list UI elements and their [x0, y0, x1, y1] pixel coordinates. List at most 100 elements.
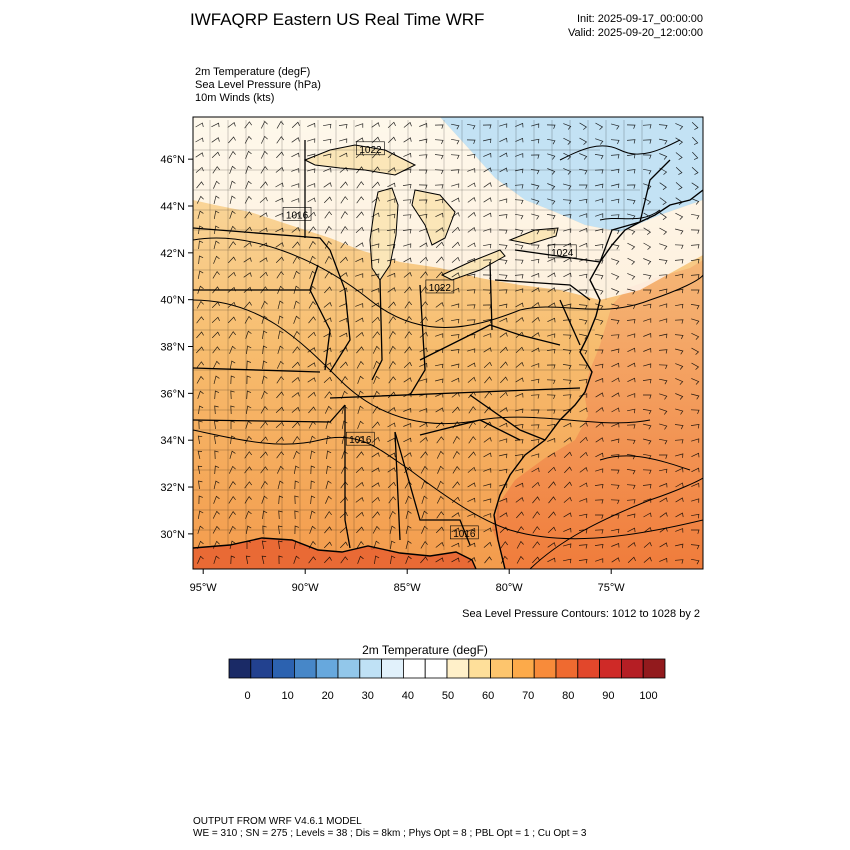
wind-barb [310, 450, 316, 460]
wind-barb [626, 484, 636, 490]
wind-barb [387, 167, 396, 173]
wind-barb [675, 197, 683, 205]
wind-barb [610, 229, 620, 235]
wind-barb [611, 303, 620, 310]
colorbar-swatch [446, 658, 470, 679]
wind-barb [196, 331, 204, 339]
wind-barb [675, 482, 684, 488]
wind-barb [643, 197, 652, 205]
wind-barb [659, 227, 668, 235]
wind-barb [468, 451, 476, 459]
wind-barb [339, 347, 348, 353]
wind-barb [595, 333, 604, 340]
wind-barb [228, 525, 236, 534]
wind-barb [531, 316, 540, 323]
wind-barb [452, 406, 460, 414]
wind-barb [213, 240, 220, 249]
wind-barb [451, 183, 460, 188]
wind-barb [451, 256, 460, 263]
wind-barb [307, 168, 316, 173]
wind-barb [420, 271, 428, 279]
wind-barb [579, 273, 588, 279]
wind-barb [198, 255, 204, 265]
wind-barb [403, 257, 412, 263]
wind-barb [675, 363, 684, 370]
pressure-label-box [547, 244, 577, 259]
latitude-axis: 30°N 32°N 34°N 36°N 38°N 40°N 42°N 44°N 46°N [160, 154, 193, 541]
wind-barb [308, 406, 316, 414]
wind-barb [562, 364, 572, 370]
wind-barb [372, 166, 380, 174]
wind-barb [595, 452, 604, 458]
wind-barb [499, 182, 508, 188]
wind-barb [355, 331, 364, 338]
wind-barb [309, 270, 316, 279]
wind-barb [546, 379, 556, 385]
colorbar: 0 10 20 30 40 50 60 70 80 90 100 [228, 658, 666, 702]
colorbar-label: 20 [322, 690, 334, 702]
lake-huron [411, 189, 456, 246]
wind-barb [467, 257, 476, 263]
wind-barb [690, 229, 700, 234]
wind-barb [690, 544, 700, 550]
wind-barb [626, 304, 636, 310]
wind-barb [197, 510, 204, 519]
wind-barb [261, 315, 268, 324]
wind-barb [277, 480, 284, 489]
wind-barb [307, 362, 316, 368]
wind-barb [547, 257, 556, 263]
wind-barb [292, 421, 300, 429]
wind-barb [482, 289, 492, 295]
wind-barb [228, 150, 236, 159]
wind-barb [323, 362, 332, 368]
wind-barb [691, 332, 700, 340]
lon-tick-label: 90°W [292, 582, 320, 594]
wind-barb [578, 529, 588, 534]
wind-barb [610, 469, 620, 474]
wind-barb [467, 497, 476, 503]
wind-barb [451, 197, 460, 203]
wind-barb [275, 406, 284, 414]
wind-barb [291, 152, 300, 158]
wind-barb [563, 183, 572, 190]
wind-barb [403, 137, 412, 143]
colorbar-label: 90 [602, 690, 614, 702]
wind-barb [388, 360, 396, 369]
wind-barb [230, 555, 236, 565]
wind-barb [579, 407, 588, 413]
lat-tick-label: 36°N [160, 388, 185, 400]
wind-barb [532, 541, 540, 549]
wind-barb [229, 450, 236, 459]
pressure-label-box [450, 525, 479, 540]
wind-barb [547, 526, 556, 534]
wind-barb [309, 435, 316, 444]
wind-barb [212, 270, 220, 279]
wind-barb [420, 556, 428, 564]
longitude-axis: 95°W 90°W 85°W 80°W 75°W [190, 569, 625, 594]
wind-barb [515, 168, 524, 174]
wind-barb [611, 438, 620, 444]
wind-barb [260, 286, 268, 294]
wind-barb [355, 497, 364, 503]
wind-barb [262, 360, 268, 370]
wind-barb [498, 274, 508, 280]
wind-barb [323, 541, 332, 549]
wind-barb [260, 436, 268, 444]
wind-barb [611, 557, 620, 563]
wind-barb [277, 315, 284, 324]
wind-barb [626, 424, 636, 429]
wind-barb [467, 466, 476, 473]
wind-barb [214, 450, 219, 460]
wind-barb [387, 481, 396, 488]
wind-barb [291, 168, 300, 173]
wind-barb [212, 166, 220, 174]
wind-barb [595, 392, 604, 398]
wind-barb [643, 289, 652, 294]
wind-barb [326, 465, 332, 474]
wind-barb [324, 255, 332, 264]
wind-barb [340, 241, 348, 249]
wind-barb [547, 317, 556, 323]
wind-barb [308, 226, 316, 234]
wind-barb [691, 452, 700, 458]
wind-barb [243, 226, 252, 234]
